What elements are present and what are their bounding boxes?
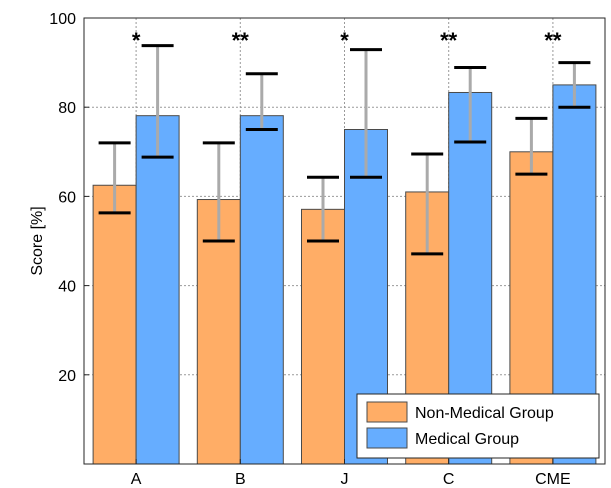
legend-swatch-non-medical xyxy=(366,401,408,423)
significance-marker: * xyxy=(340,28,349,53)
bar-medical-a xyxy=(135,115,180,465)
significance-marker: ** xyxy=(544,28,562,53)
error-bars xyxy=(98,44,591,256)
legend-swatch-medical xyxy=(366,427,408,449)
x-tick-label: A xyxy=(131,471,142,488)
x-axis-ticks: A B J C CME xyxy=(131,459,571,488)
significance-marker: * xyxy=(132,28,141,53)
bar-non-medical-j xyxy=(301,208,345,465)
y-axis-ticks: 20 40 60 80 100 xyxy=(49,11,89,385)
x-tick-label: CME xyxy=(535,471,571,488)
y-axis-label: Score [%] xyxy=(29,206,46,275)
significance-markers: * ** * ** ** xyxy=(132,28,562,53)
bar-medical-b xyxy=(239,115,284,465)
x-tick-label: J xyxy=(341,471,349,488)
significance-marker: ** xyxy=(440,28,458,53)
y-tick-label: 100 xyxy=(49,11,76,28)
significance-marker: ** xyxy=(232,28,250,53)
legend-label-non-medical: Non-Medical Group xyxy=(415,405,554,422)
x-tick-label: C xyxy=(443,471,455,488)
legend-label-medical: Medical Group xyxy=(415,431,519,448)
legend: Non-Medical Group Medical Group xyxy=(356,393,600,459)
y-tick-label: 40 xyxy=(58,279,76,296)
x-tick-label: B xyxy=(235,471,246,488)
bar-non-medical-a xyxy=(92,184,137,465)
y-tick-label: 80 xyxy=(58,100,76,117)
y-tick-label: 20 xyxy=(58,368,76,385)
y-tick-label: 60 xyxy=(58,189,76,206)
